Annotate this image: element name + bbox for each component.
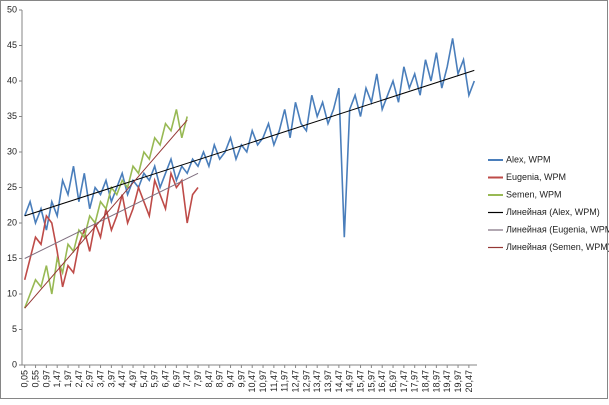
x-tick-label: 10,97: [258, 370, 268, 393]
x-tick-label: 19,97: [453, 370, 463, 393]
x-tick-label: 0,55: [31, 370, 41, 388]
x-tick-label: 7,97: [193, 370, 203, 388]
x-tick-label: 11,97: [280, 370, 290, 392]
x-tick-label: 15,47: [356, 370, 366, 393]
x-tick-label: 10,47: [247, 370, 257, 393]
x-tick-label: 18,47: [421, 370, 431, 393]
legend-label: Линейная (Eugenia, WPM): [506, 224, 609, 234]
x-tick-label: 5,97: [150, 370, 160, 388]
x-tick-label: 15,97: [366, 370, 376, 393]
series-line: [23, 109, 188, 309]
y-tick-label: 0: [12, 359, 17, 369]
x-tick-label: 6,47: [161, 370, 171, 388]
x-tick-label: 12,97: [301, 370, 311, 393]
y-tick-label: 15: [7, 253, 17, 263]
y-tick-label: 45: [7, 40, 17, 50]
y-tick-label: 10: [7, 288, 17, 298]
x-tick-label: 4,47: [117, 370, 127, 388]
x-tick-label: 1,97: [63, 370, 73, 388]
x-tick-label: 2,97: [85, 370, 95, 388]
series-line: [23, 38, 476, 238]
y-tick-label: 5: [12, 324, 17, 334]
legend-label: Eugenia, WPM: [506, 172, 566, 182]
x-tick-label: 14,47: [334, 370, 344, 393]
x-tick-label: 17,47: [399, 370, 409, 393]
x-tick-label: 5,47: [139, 370, 149, 388]
y-tick-label: 25: [7, 182, 17, 192]
trendline: [24, 69, 475, 217]
x-tick-label: 19,47: [442, 370, 452, 393]
x-tick-label: 18,97: [431, 370, 441, 393]
x-tick-label: 6,97: [171, 370, 181, 388]
series-line: [23, 170, 199, 288]
x-tick-label: 8,47: [204, 370, 214, 388]
x-tick-label: 3,97: [106, 370, 116, 388]
x-tick-label: 9,47: [226, 370, 236, 388]
x-tick-label: 20,47: [464, 370, 474, 393]
trendline: [24, 119, 188, 309]
legend-label: Линейная (Alex, WPM): [506, 207, 600, 217]
x-tick-label: 3,47: [96, 370, 106, 388]
x-tick-label: 17,97: [410, 370, 420, 393]
x-tick-label: 13,97: [323, 370, 333, 393]
x-tick-label: 16,97: [388, 370, 398, 393]
x-tick-label: 2,47: [74, 370, 84, 388]
y-tick-label: 50: [7, 4, 17, 14]
y-tick-label: 30: [7, 146, 17, 156]
x-tick-label: 7,47: [182, 370, 192, 388]
y-tick-label: 40: [7, 75, 17, 85]
x-tick-label: 12,47: [291, 370, 301, 393]
x-tick-label: 1,47: [52, 370, 62, 388]
x-tick-label: 11,47: [269, 370, 279, 392]
trendline: [24, 172, 199, 259]
legend-label: Alex, WPM: [506, 154, 551, 164]
y-tick-label: 20: [7, 217, 17, 227]
y-tick-label: 35: [7, 111, 17, 121]
legend-label: Линейная (Semen, WPM): [506, 242, 609, 252]
x-tick-label: 16,47: [377, 370, 387, 393]
x-tick-label: 9,97: [236, 370, 246, 388]
x-tick-label: 0,97: [41, 370, 51, 388]
x-tick-label: 8,97: [215, 370, 225, 388]
x-tick-label: 0,05: [20, 370, 30, 388]
x-tick-label: 4,97: [128, 370, 138, 388]
x-tick-label: 14,97: [345, 370, 355, 393]
legend-label: Semen, WPM: [506, 189, 562, 199]
x-tick-label: 13,47: [312, 370, 322, 393]
